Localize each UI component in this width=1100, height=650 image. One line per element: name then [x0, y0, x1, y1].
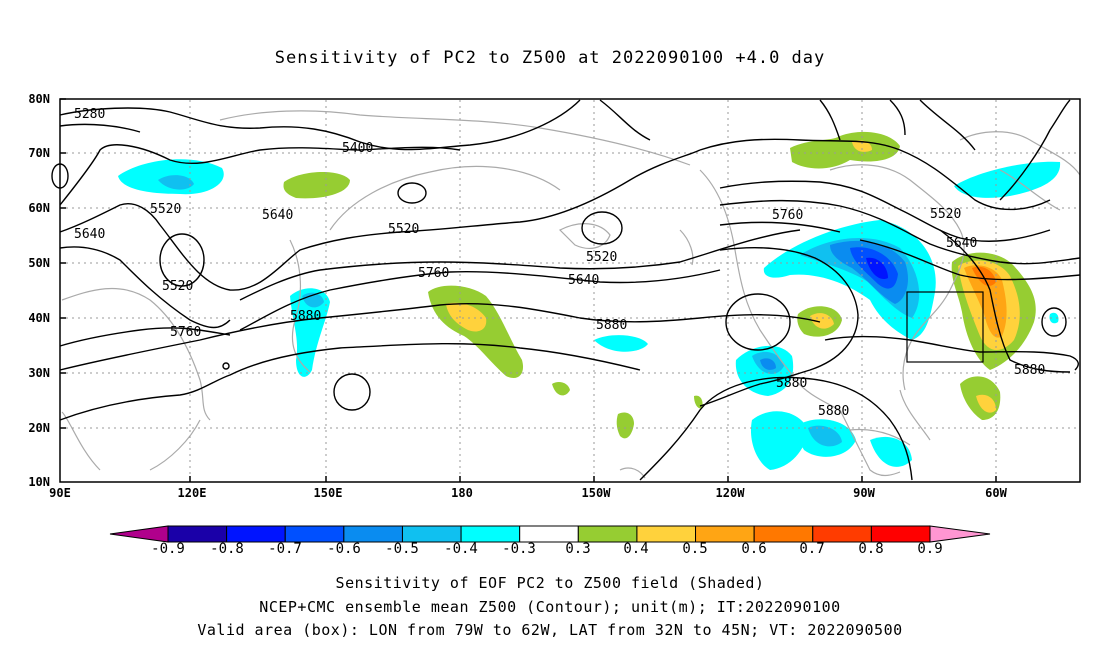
contour-label: 5640: [946, 236, 977, 251]
contour-label: 5640: [74, 227, 105, 242]
contour-label: 5520: [150, 202, 181, 217]
lon-label: 150E: [313, 486, 343, 500]
lon-label: 90W: [853, 486, 875, 500]
z500-contours: [51, 99, 1081, 481]
colorbar-cell: [636, 525, 697, 543]
lon-label: 150W: [581, 486, 611, 500]
lon-label: 90E: [49, 486, 71, 500]
colorbar-cell: [167, 525, 228, 543]
colorbar-cell: [577, 525, 638, 543]
valid-area-box: [906, 291, 984, 363]
lon-label: 60W: [985, 486, 1007, 500]
colorbar-label: -0.7: [268, 541, 302, 557]
contour-label: 5880: [776, 376, 807, 391]
colorbar-label: -0.3: [502, 541, 536, 557]
contour-label: 5400: [342, 141, 373, 156]
shade-pos-siberia: [283, 171, 350, 199]
colorbar-cell: [460, 525, 521, 543]
map-title: Sensitivity of PC2 to Z500 at 2022090100…: [274, 48, 826, 68]
colorbar-cell: [284, 525, 345, 543]
colorbar-label: -0.8: [210, 541, 244, 557]
contour-label: 5640: [262, 208, 293, 223]
coastlines: [61, 110, 1081, 479]
lat-label: 10N: [28, 475, 50, 489]
colorbar-label: 0.5: [682, 541, 708, 557]
colorbar-label: -0.6: [327, 541, 361, 557]
colorbar-cell: [343, 525, 403, 543]
contour-labels: 5280 5400 5520 5640 5520 5640 5760 5880 …: [74, 107, 1045, 419]
lon-label: 120W: [715, 486, 745, 500]
caption-valid-area: Valid area (box): LON from 79W to 62W, L…: [197, 621, 903, 639]
contour-label: 5880: [1014, 363, 1045, 378]
colorbar-label: 0.6: [741, 541, 767, 557]
map-frame: [59, 98, 1081, 483]
colorbar-cell: [753, 525, 814, 543]
colorbar-label: 0.4: [623, 541, 649, 557]
colorbar-cell: [519, 525, 579, 543]
contour-label: 5880: [818, 404, 849, 419]
lat-label: 30N: [28, 366, 50, 380]
contour-label: 5640: [568, 273, 599, 288]
sensitivity-shading: [118, 131, 1061, 470]
lat-label: 20N: [28, 421, 50, 435]
lat-label: 40N: [28, 311, 50, 325]
shade-neg-greenland: [954, 161, 1061, 198]
colorbar-cell: [812, 525, 872, 543]
shade-neg-japan: [290, 288, 330, 377]
contour-label: 5760: [418, 266, 449, 281]
colorbar-high-tip: [929, 525, 991, 543]
contour-label: 5520: [162, 279, 193, 294]
contour-label: 5880: [596, 318, 627, 333]
lat-label: 50N: [28, 256, 50, 270]
contour-label: 5760: [772, 208, 803, 223]
contour-label: 5520: [388, 222, 419, 237]
colorbar-label: -0.9: [151, 541, 185, 557]
colorbar-label: 0.8: [858, 541, 884, 557]
colorbar-label: 0.9: [917, 541, 943, 557]
lat-label: 70N: [28, 146, 50, 160]
shade-pos-arctic: [790, 131, 900, 169]
contour-label: 5520: [930, 207, 961, 222]
axis-ticks: [60, 98, 997, 482]
colorbar-label: 0.3: [565, 541, 591, 557]
colorbar: [109, 525, 991, 543]
lon-label: 120E: [177, 486, 207, 500]
caption-shaded: Sensitivity of EOF PC2 to Z500 field (Sh…: [335, 574, 765, 592]
colorbar-low-tip: [109, 525, 169, 543]
colorbar-cell: [695, 525, 755, 543]
colorbar-cell: [226, 525, 286, 543]
contour-label: 5760: [170, 325, 201, 340]
colorbar-label: 0.7: [799, 541, 825, 557]
colorbar-label: -0.5: [385, 541, 419, 557]
grid: [60, 100, 1080, 482]
contour-label: 5280: [74, 107, 105, 122]
contour-label: 5520: [586, 250, 617, 265]
contour-label: 5880: [290, 309, 321, 324]
lat-label: 60N: [28, 201, 50, 215]
colorbar-cell: [401, 525, 462, 543]
colorbar-label: -0.4: [444, 541, 478, 557]
caption-contour: NCEP+CMC ensemble mean Z500 (Contour); u…: [259, 598, 841, 616]
shade-pos-dateline: [428, 285, 524, 379]
colorbar-cell: [870, 525, 931, 543]
lon-label: 180: [451, 486, 473, 500]
lat-label: 80N: [28, 92, 50, 106]
